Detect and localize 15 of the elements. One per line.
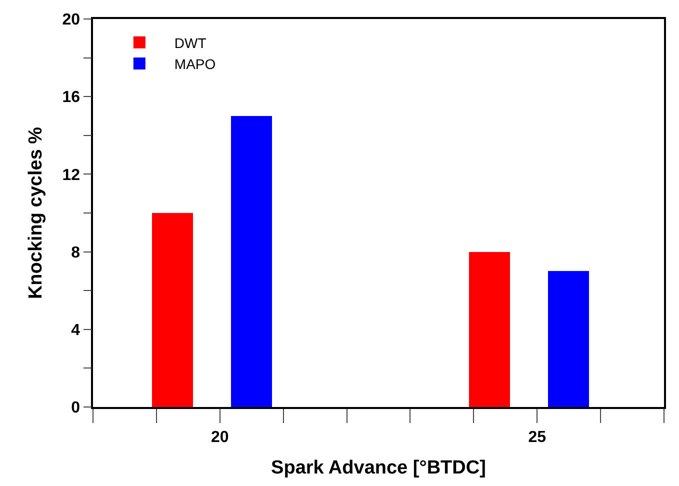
bar [548,271,589,407]
bar [231,116,272,407]
x-axis-title: Spark Advance [°BTDC] [271,457,486,478]
y-tick-label: 20 [62,12,80,29]
y-tick-label: 8 [71,244,80,262]
bar [152,213,193,407]
legend-label: DWT [174,34,207,51]
y-axis-title: Knocking cycles % [26,126,47,300]
y-tick-label: 0 [71,400,80,417]
legend-label: MAPO [174,56,216,72]
y-tick-label: 4 [71,322,80,339]
bar [469,252,510,407]
y-tick-label: 16 [62,89,80,106]
x-tick-label: 25 [528,428,546,446]
y-tick-label: 12 [62,166,80,184]
